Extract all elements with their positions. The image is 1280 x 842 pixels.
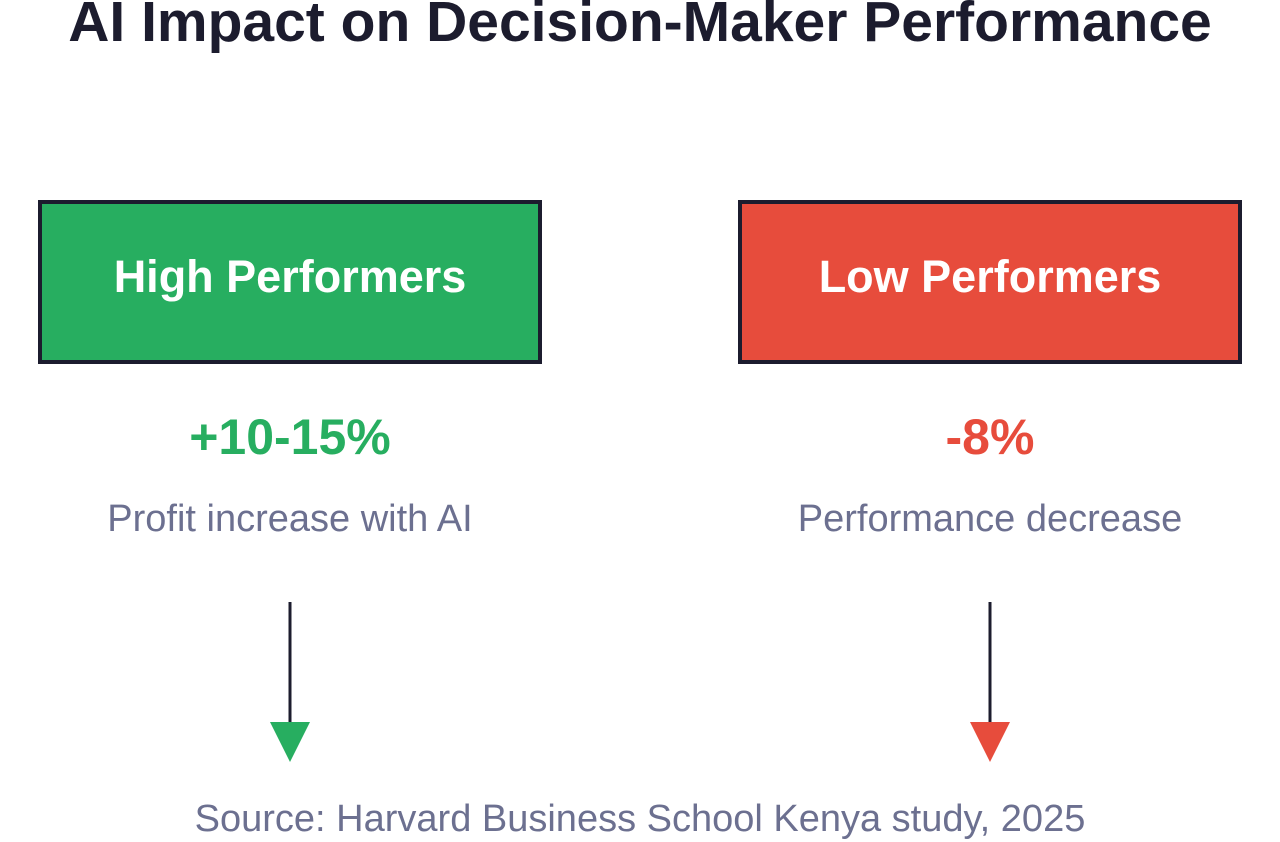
panel-stat: +10-15%: [189, 409, 391, 465]
panel-stat: -8%: [946, 409, 1035, 465]
panel-label: Low Performers: [819, 251, 1162, 302]
panel-description: Performance decrease: [798, 498, 1182, 540]
title: AI Impact on Decision-Maker Performance: [68, 0, 1212, 54]
arrow-head: [270, 722, 310, 762]
panel-label: High Performers: [114, 251, 467, 302]
panel-high: High Performers +10-15% Profit increase …: [38, 200, 542, 762]
label-box: [38, 200, 542, 364]
panel-description: Profit increase with AI: [107, 498, 472, 540]
arrow-head: [970, 722, 1010, 762]
source: Source: Harvard Business School Kenya st…: [195, 798, 1086, 840]
label-box: [738, 200, 1242, 364]
panel-low: Low Performers -8% Performance decrease: [738, 200, 1242, 762]
